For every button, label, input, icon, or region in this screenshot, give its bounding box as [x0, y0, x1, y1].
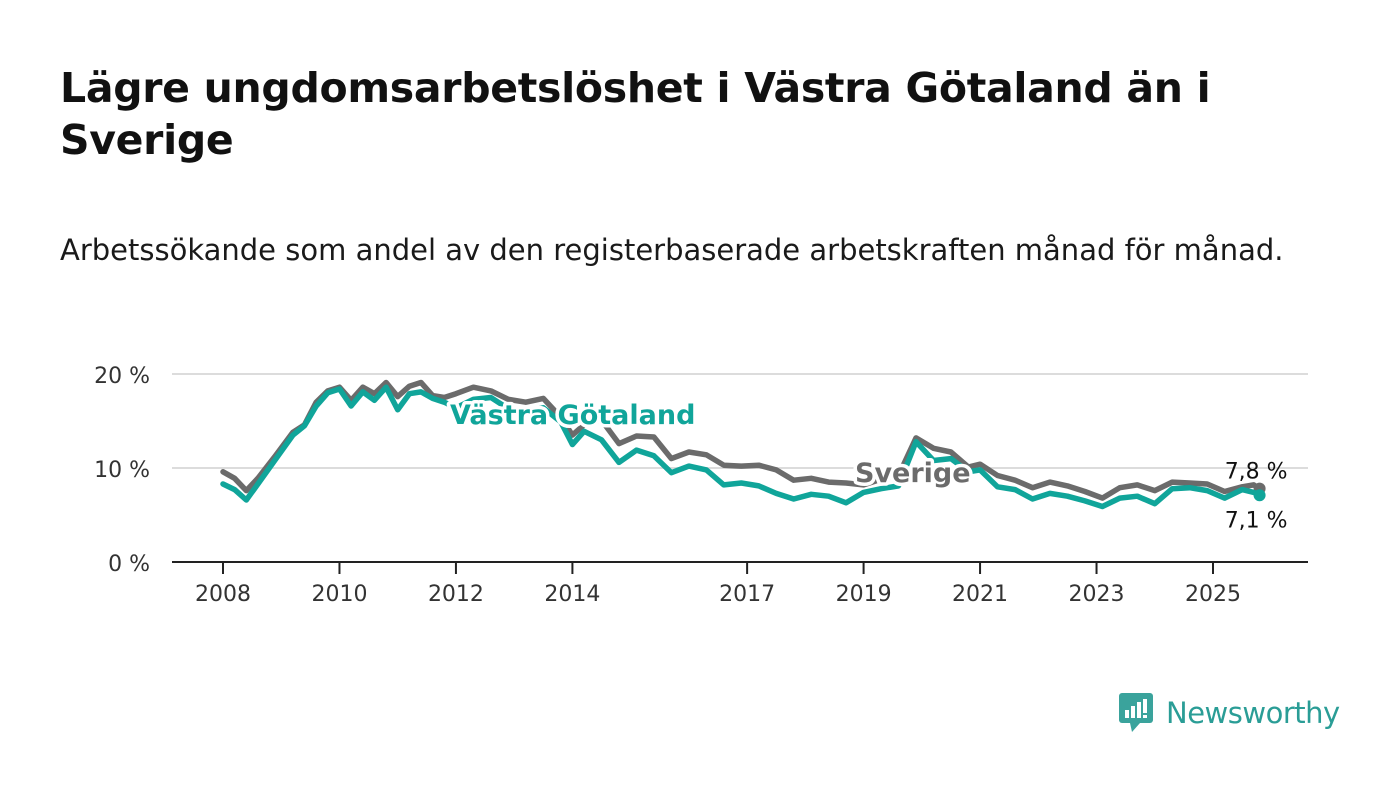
- y-tick-label: 20 %: [94, 364, 150, 389]
- x-tick-label: 2012: [428, 582, 484, 607]
- brand: Newsworthy: [1118, 690, 1340, 736]
- chart-subtitle: Arbetssökande som andel av den registerb…: [60, 233, 1284, 267]
- brand-name: Newsworthy: [1166, 696, 1340, 730]
- end-label-vastra-gotaland: 7,1 %: [1225, 508, 1288, 533]
- x-tick-label: 2021: [952, 582, 1008, 607]
- y-tick-label: 0 %: [108, 552, 150, 577]
- x-tick-label: 2014: [544, 582, 600, 607]
- series-line-vastra-gotaland: [220, 384, 1263, 510]
- x-tick-label: 2019: [836, 582, 892, 607]
- newsworthy-logo-icon: [1119, 693, 1153, 732]
- x-tick-label: 2010: [311, 582, 367, 607]
- end-point-vastra-gotaland: [1253, 489, 1266, 502]
- x-tick-label: 2025: [1185, 582, 1241, 607]
- x-tick-label: 2023: [1069, 582, 1125, 607]
- y-tick-label: 10 %: [94, 458, 150, 483]
- x-tick-label: 2008: [195, 582, 251, 607]
- end-label-sverige: 7,8 %: [1225, 460, 1288, 485]
- series-line-sverige: [220, 379, 1263, 501]
- annotation-sverige: Sverige: [855, 458, 971, 489]
- chart-title: Lägre ungdomsarbetslöshet i Västra Götal…: [60, 64, 1211, 164]
- x-tick-label: 2017: [719, 582, 775, 607]
- annotation-vastra-gotaland-halo: Västra Götaland: [450, 400, 695, 431]
- annotation-sverige-halo: Sverige: [855, 458, 971, 489]
- annotation-vastra-gotaland: Västra Götaland: [450, 400, 695, 431]
